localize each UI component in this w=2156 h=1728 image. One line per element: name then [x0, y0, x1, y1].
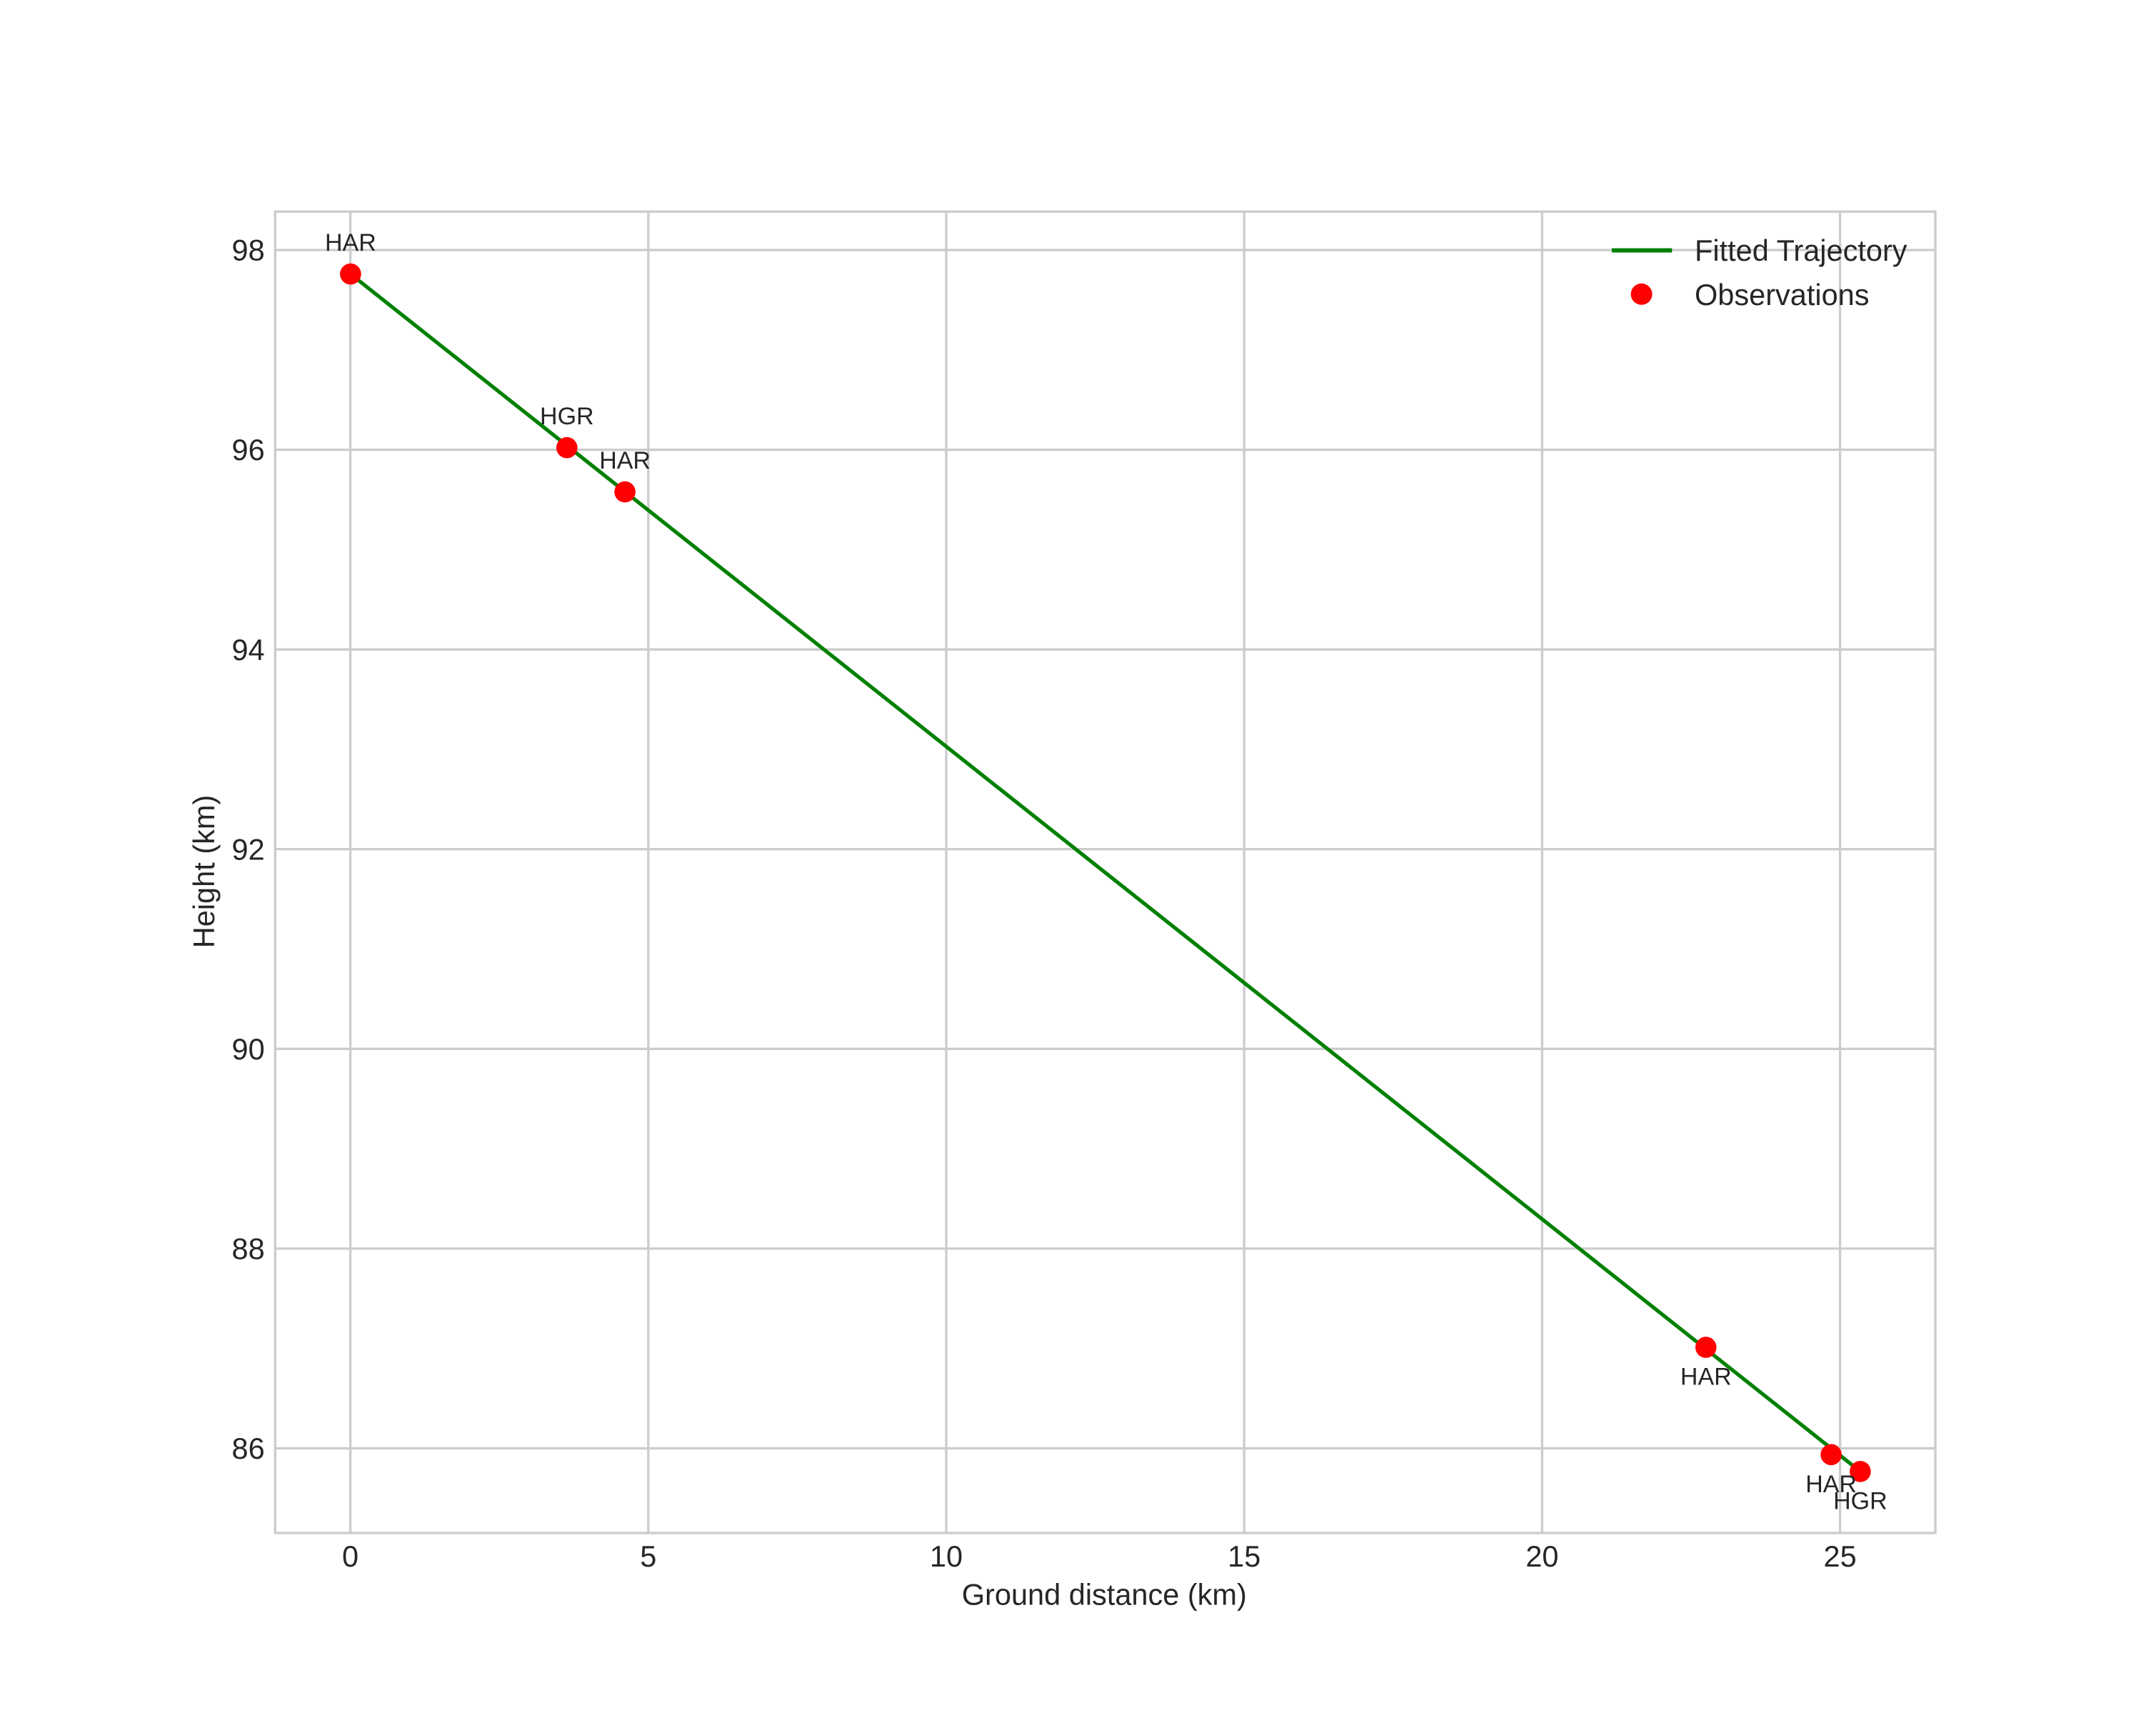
svg-text:0: 0: [342, 1539, 359, 1573]
svg-text:94: 94: [232, 633, 265, 666]
svg-text:Height (km): Height (km): [187, 795, 221, 948]
svg-text:20: 20: [1525, 1539, 1558, 1573]
svg-text:HGR: HGR: [540, 403, 594, 430]
svg-text:Ground distance (km): Ground distance (km): [962, 1577, 1247, 1611]
svg-text:Observations: Observations: [1695, 278, 1870, 311]
svg-text:HAR: HAR: [599, 447, 651, 474]
svg-text:15: 15: [1228, 1539, 1260, 1573]
svg-text:Fitted Trajectory: Fitted Trajectory: [1695, 234, 1907, 267]
svg-text:25: 25: [1824, 1539, 1857, 1573]
svg-text:92: 92: [232, 832, 265, 866]
svg-text:5: 5: [640, 1539, 656, 1573]
svg-text:90: 90: [232, 1032, 265, 1066]
svg-text:HAR: HAR: [325, 229, 376, 256]
svg-text:98: 98: [232, 234, 265, 267]
svg-text:HGR: HGR: [1833, 1487, 1887, 1514]
svg-text:86: 86: [232, 1432, 265, 1465]
svg-text:96: 96: [232, 433, 265, 466]
svg-text:HAR: HAR: [1805, 1471, 1857, 1498]
svg-text:HAR: HAR: [1680, 1363, 1732, 1390]
svg-text:88: 88: [232, 1232, 265, 1266]
svg-text:10: 10: [930, 1539, 963, 1573]
